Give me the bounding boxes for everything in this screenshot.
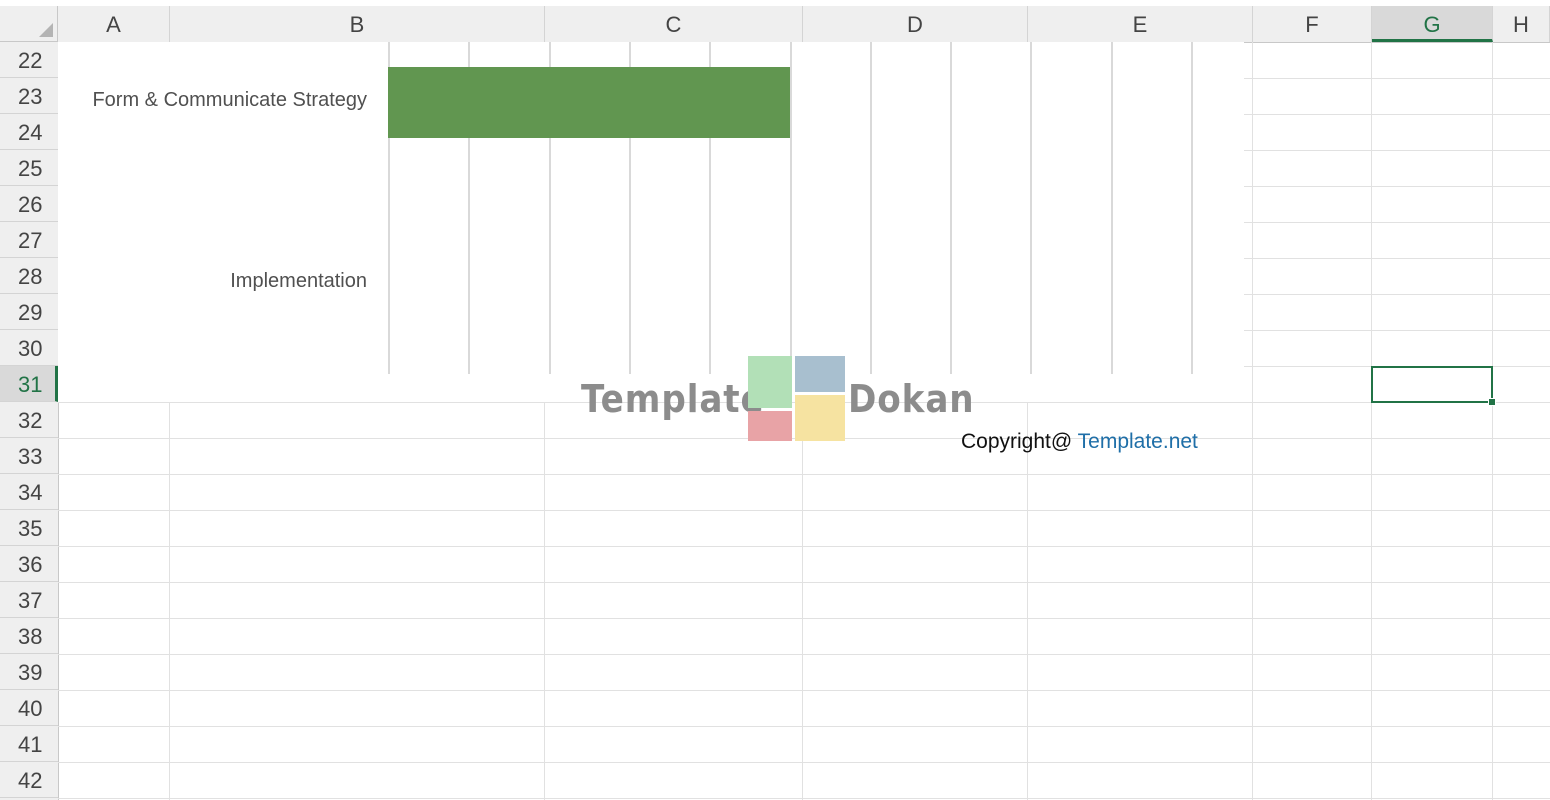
column-gridline bbox=[1252, 42, 1253, 800]
row-gridline bbox=[58, 690, 1550, 691]
column-header-h[interactable]: H bbox=[1493, 6, 1550, 42]
chart-gridline bbox=[1191, 42, 1193, 374]
row-header-41[interactable]: 41 bbox=[0, 726, 58, 762]
column-header-bar bbox=[0, 6, 1550, 43]
row-gridline bbox=[58, 618, 1550, 619]
chart-gridline bbox=[789, 42, 792, 374]
row-header-31[interactable]: 31 bbox=[0, 366, 58, 402]
row-header-36[interactable]: 36 bbox=[0, 546, 58, 582]
row-gridline bbox=[58, 726, 1550, 727]
row-header-29[interactable]: 29 bbox=[0, 294, 58, 330]
watermark-right-text: Dokan bbox=[848, 377, 975, 421]
row-header-40[interactable]: 40 bbox=[0, 690, 58, 726]
row-header-bar bbox=[0, 42, 59, 800]
row-header-32[interactable]: 32 bbox=[0, 402, 58, 438]
chart-category-label: Form & Communicate Strategy bbox=[92, 89, 367, 111]
chart-gridline bbox=[628, 42, 631, 374]
column-gridline bbox=[1492, 42, 1493, 800]
column-header-b[interactable]: B bbox=[170, 6, 545, 42]
row-header-34[interactable]: 34 bbox=[0, 474, 58, 510]
chart-bar[interactable] bbox=[388, 67, 790, 138]
column-gridline bbox=[169, 42, 170, 800]
active-cell-g31[interactable] bbox=[1371, 366, 1493, 403]
chart-gridline bbox=[950, 42, 953, 374]
row-header-28[interactable]: 28 bbox=[0, 258, 58, 294]
select-all-triangle-icon bbox=[39, 23, 53, 37]
row-header-26[interactable]: 26 bbox=[0, 186, 58, 222]
gantt-chart[interactable]: Form & Communicate Strategy Implementatio… bbox=[58, 42, 1244, 402]
row-header-25[interactable]: 25 bbox=[0, 150, 58, 186]
chart-gridline bbox=[709, 42, 712, 374]
chart-gridline bbox=[548, 42, 551, 374]
chart-gridline bbox=[388, 42, 390, 374]
row-header-33[interactable]: 33 bbox=[0, 438, 58, 474]
chart-category-label: Implementation bbox=[230, 270, 367, 292]
row-gridline bbox=[58, 798, 1550, 799]
top-strip bbox=[0, 0, 1550, 6]
column-gridline bbox=[1371, 42, 1372, 800]
row-header-42[interactable]: 42 bbox=[0, 762, 58, 798]
row-header-23[interactable]: 23 bbox=[0, 78, 58, 114]
watermark-left-text: Template bbox=[581, 377, 765, 421]
column-header-a[interactable]: A bbox=[58, 6, 170, 42]
column-header-c[interactable]: C bbox=[545, 6, 803, 42]
watermark-green-square bbox=[748, 356, 792, 408]
fill-handle[interactable] bbox=[1488, 398, 1496, 406]
column-gridline bbox=[544, 42, 545, 800]
chart-gridline bbox=[1030, 42, 1033, 374]
row-gridline bbox=[58, 546, 1550, 547]
select-all-corner[interactable] bbox=[0, 6, 58, 42]
row-gridline bbox=[58, 474, 1550, 475]
row-gridline bbox=[58, 762, 1550, 763]
row-header-35[interactable]: 35 bbox=[0, 510, 58, 546]
row-header-39[interactable]: 39 bbox=[0, 654, 58, 690]
row-header-24[interactable]: 24 bbox=[0, 114, 58, 150]
watermark-yellow-square bbox=[795, 395, 845, 441]
chart-gridline bbox=[468, 42, 471, 374]
column-header-f[interactable]: F bbox=[1253, 6, 1372, 42]
row-gridline bbox=[58, 654, 1550, 655]
watermark-blue-square bbox=[795, 356, 845, 392]
row-header-22[interactable]: 22 bbox=[0, 42, 58, 78]
row-header-27[interactable]: 27 bbox=[0, 222, 58, 258]
column-header-g[interactable]: G bbox=[1372, 6, 1493, 42]
copyright-prefix: Copyright@ bbox=[961, 430, 1078, 453]
copyright-text: Copyright@ Template.net bbox=[961, 430, 1198, 454]
column-header-e[interactable]: E bbox=[1028, 6, 1253, 42]
row-gridline bbox=[58, 582, 1550, 583]
chart-gridline bbox=[1110, 42, 1113, 374]
column-header-d[interactable]: D bbox=[803, 6, 1028, 42]
row-header-38[interactable]: 38 bbox=[0, 618, 58, 654]
chart-gridline bbox=[869, 42, 872, 374]
watermark-red-square bbox=[748, 411, 792, 441]
row-header-37[interactable]: 37 bbox=[0, 582, 58, 618]
row-header-30[interactable]: 30 bbox=[0, 330, 58, 366]
column-gridline bbox=[1027, 42, 1028, 800]
copyright-link[interactable]: Template.net bbox=[1077, 430, 1198, 453]
row-gridline bbox=[58, 510, 1550, 511]
